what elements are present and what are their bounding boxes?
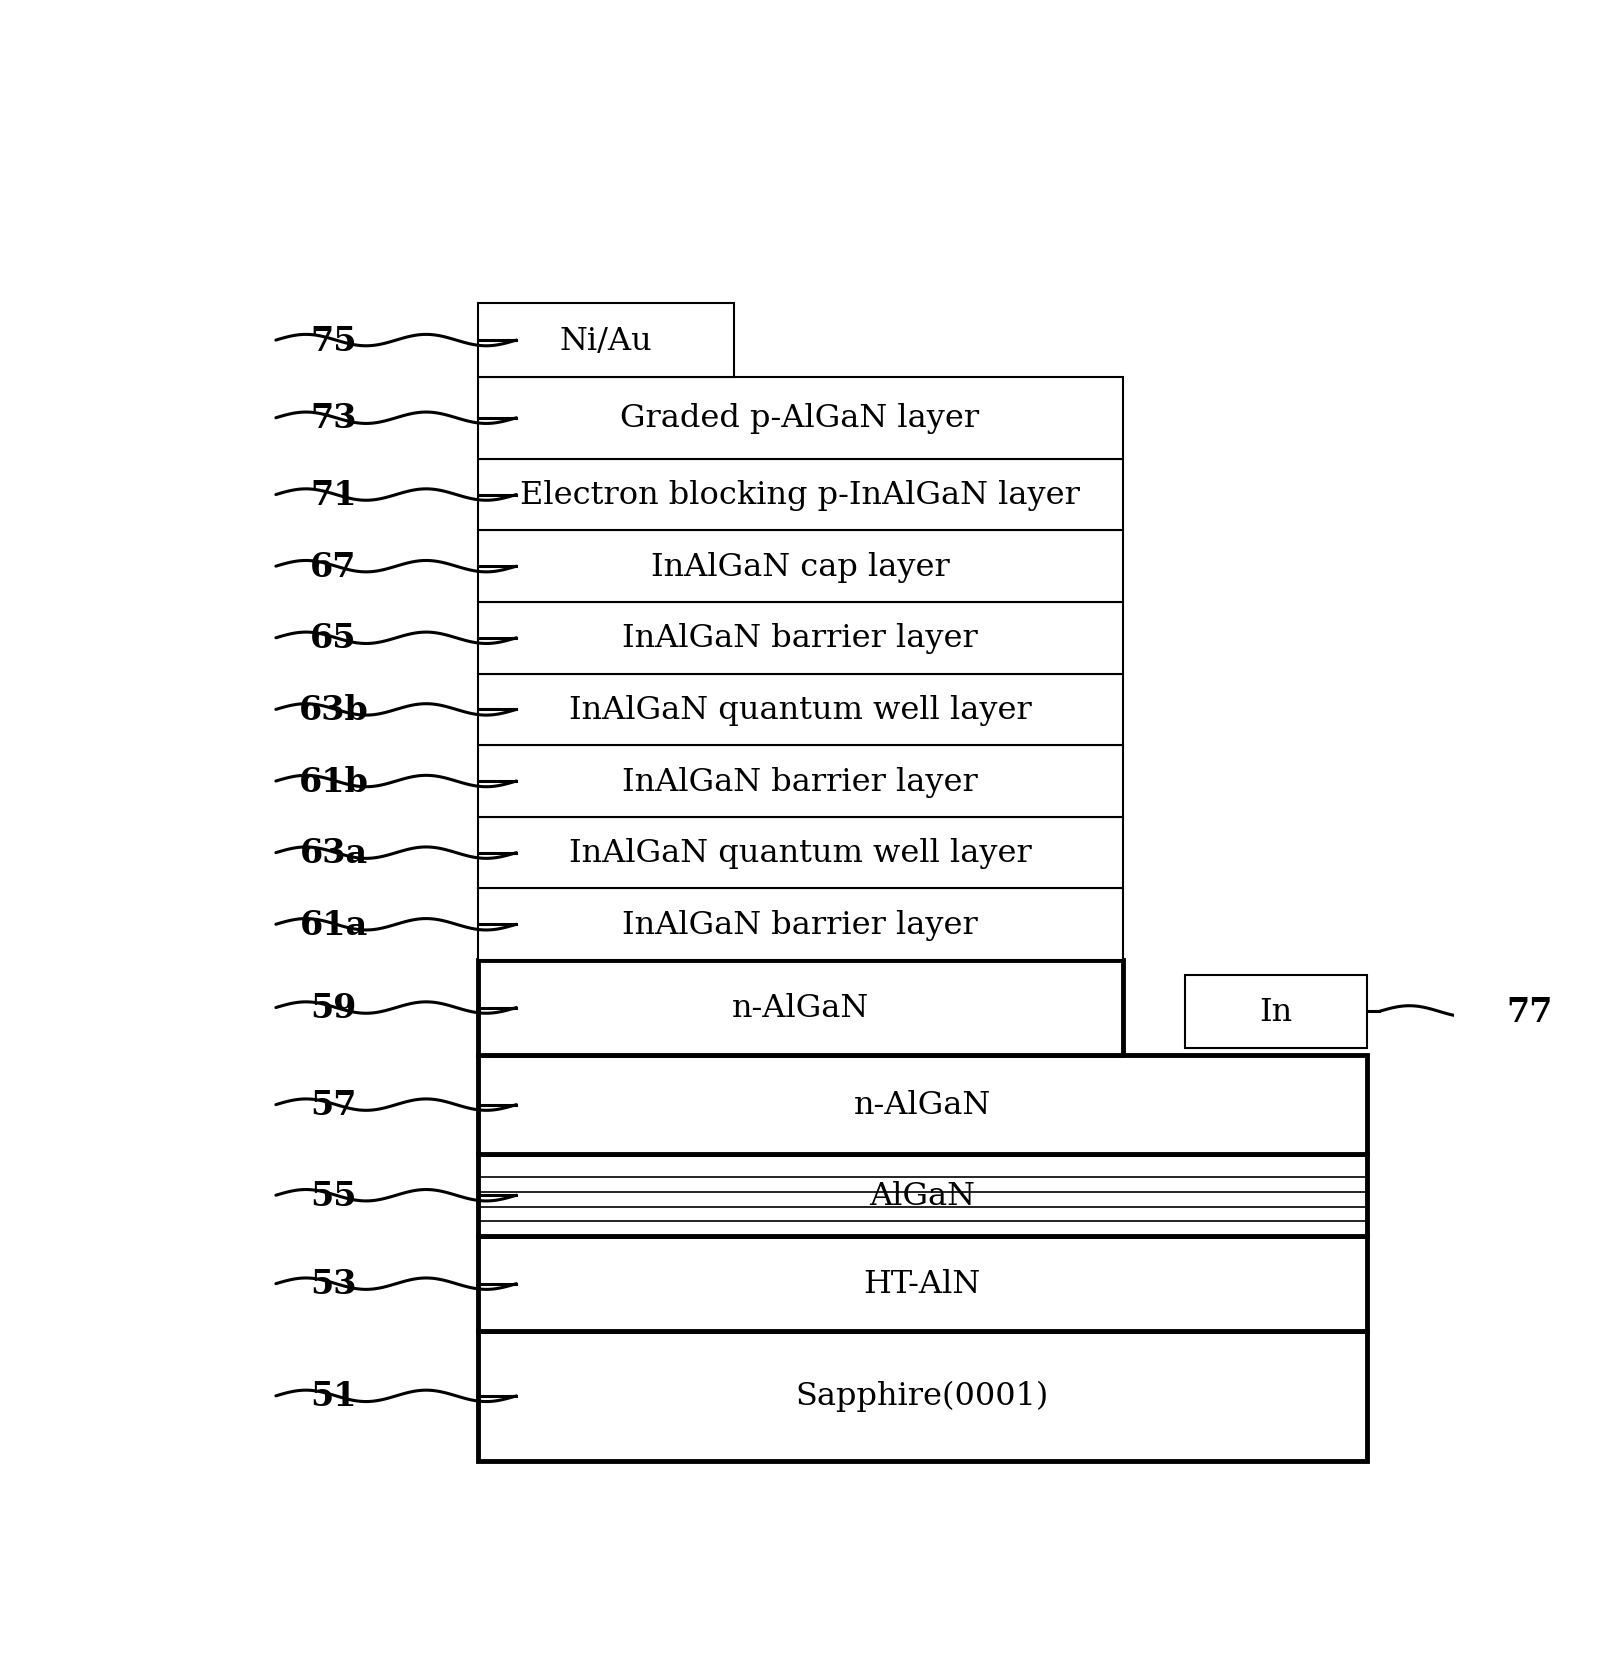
Bar [478,378,1123,459]
Text: AlGaN: AlGaN [869,1179,974,1211]
Bar [478,1236,1367,1331]
Text: HT-AlN: HT-AlN [863,1268,981,1299]
Text: 73: 73 [310,402,357,435]
Text: InAlGaN barrier layer: InAlGaN barrier layer [622,623,978,654]
Bar [478,746,1123,818]
Text: n-AlGaN: n-AlGaN [732,993,869,1023]
Bar [1185,974,1367,1048]
Text: InAlGaN quantum well layer: InAlGaN quantum well layer [569,838,1031,869]
Text: 65: 65 [310,622,357,655]
Bar [478,674,1123,746]
Text: 67: 67 [310,551,357,583]
Bar [478,961,1123,1055]
Text: Electron blocking p-InAlGaN layer: Electron blocking p-InAlGaN layer [520,480,1079,511]
Bar [478,1055,1367,1154]
Text: 61a: 61a [299,909,367,941]
Text: Ni/Au: Ni/Au [559,326,653,356]
Text: Graded p-AlGaN layer: Graded p-AlGaN layer [621,403,979,433]
Text: Sapphire(0001): Sapphire(0001) [795,1381,1049,1411]
Text: 55: 55 [310,1179,357,1211]
Text: 71: 71 [310,479,357,512]
Text: 61b: 61b [299,764,368,798]
Bar [478,818,1123,889]
Text: In: In [1259,996,1293,1026]
Text: InAlGaN quantum well layer: InAlGaN quantum well layer [569,694,1031,726]
Bar [478,603,1123,674]
Bar [478,531,1123,603]
Text: InAlGaN barrier layer: InAlGaN barrier layer [622,766,978,796]
Bar [478,889,1123,961]
Bar [478,1331,1367,1460]
Bar [478,459,1123,531]
Text: InAlGaN cap layer: InAlGaN cap layer [651,551,949,583]
Text: 77: 77 [1506,995,1553,1028]
Text: 59: 59 [310,991,357,1025]
Text: 75: 75 [310,324,357,358]
Bar [478,1154,1367,1236]
Text: 63a: 63a [299,837,367,870]
Text: 57: 57 [310,1089,357,1122]
Text: 63b: 63b [299,694,368,726]
Text: 51: 51 [310,1379,357,1413]
Bar [478,304,734,378]
Text: n-AlGaN: n-AlGaN [853,1089,991,1121]
Text: 53: 53 [310,1267,357,1300]
Text: InAlGaN barrier layer: InAlGaN barrier layer [622,909,978,941]
